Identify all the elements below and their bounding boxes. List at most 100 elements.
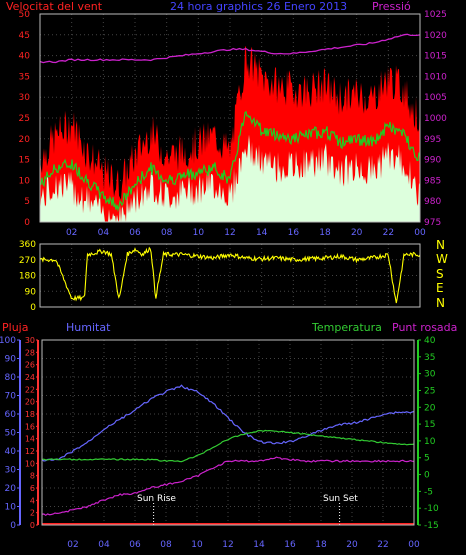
temperature-axis-tick: 5	[424, 454, 430, 464]
series-humidity-line	[41, 384, 415, 462]
rain-axis-tick: 20	[25, 398, 35, 407]
sunset-label: Sun Set	[323, 494, 358, 504]
compass-w: W	[436, 252, 448, 266]
direction-axis-tick: 360	[19, 240, 36, 250]
pressure-axis-tick: 995	[424, 135, 441, 145]
rain-axis-title: Pluja	[2, 321, 28, 334]
pressure-axis-tick: 985	[424, 176, 441, 186]
rain-axis-tick: 22	[25, 385, 35, 394]
direction-plot-frame	[39, 243, 421, 308]
top-x-tick: 04	[98, 228, 110, 238]
rain-axis-tick: 12	[25, 447, 35, 456]
humidity-axis-tick: 20	[5, 484, 17, 494]
temperature-axis-tick: 40	[424, 336, 436, 346]
bottom-x-tick: 10	[191, 540, 203, 550]
top-x-tick: 20	[351, 228, 363, 238]
rain-axis-tick: 8	[30, 472, 35, 481]
rain-axis-tick: 30	[25, 336, 35, 345]
top-x-tick: 12	[224, 228, 235, 238]
top-x-tick: 08	[161, 228, 173, 238]
bottom-plot-frame	[41, 339, 415, 526]
pressure-axis-tick: 1000	[424, 114, 447, 124]
pressure-axis-tick: 1005	[424, 93, 447, 103]
compass-labels: N W S E N	[436, 238, 448, 310]
top-x-tick: 14	[256, 228, 268, 238]
chart-title: 24 hora graphics 26 Enero 2013	[170, 0, 347, 13]
bottom-x-tick: 00	[408, 540, 420, 550]
humidity-axis-tick: 70	[5, 392, 17, 402]
wind-axis-tick: 35	[19, 72, 30, 82]
top-x-tick: 02	[66, 228, 77, 238]
humidity-axis-tick: 100	[0, 336, 16, 346]
sunrise-label: Sun Rise	[137, 494, 176, 504]
pressure-axis-tick: 1010	[424, 72, 447, 82]
rain-axis-tick: 28	[25, 348, 35, 357]
temperature-axis-tick: -10	[424, 504, 439, 514]
temperature-axis-tick: 20	[424, 403, 436, 413]
wind-axis-tick: 25	[19, 114, 30, 124]
rain-axis-tick: 2	[30, 509, 35, 518]
rain-axis-tick: 24	[25, 373, 35, 382]
bottom-x-tick: 22	[377, 540, 388, 550]
pressure-axis-tick: 1015	[424, 52, 447, 62]
top-x-tick: 00	[414, 228, 426, 238]
top-x-tick: 22	[383, 228, 394, 238]
direction-axis-tick: 0	[30, 303, 36, 313]
rain-axis-tick: 0	[30, 521, 35, 530]
bottom-x-tick: 12	[222, 540, 233, 550]
wind-speed-axis-title: Velocitat del vent	[6, 0, 103, 13]
humidity-axis-tick: 40	[5, 447, 17, 457]
temperature-axis-tick: 25	[424, 386, 435, 396]
humidity-axis-tick: 30	[5, 466, 17, 476]
pressure-axis-tick: 1025	[424, 10, 447, 20]
bottom-x-tick: 18	[315, 540, 327, 550]
compass-s: S	[436, 267, 444, 281]
bottom-x-tick: 04	[98, 540, 110, 550]
humidity-axis-tick: 80	[5, 373, 17, 383]
rain-axis-tick: 10	[25, 459, 35, 468]
rain-axis-tick: 14	[25, 435, 35, 444]
temperature-axis-tick: 10	[424, 437, 436, 447]
wind-axis-tick: 40	[19, 52, 31, 62]
pressure-axis-tick: 1020	[424, 31, 447, 41]
bottom-x-tick: 02	[67, 540, 78, 550]
top-plot-frame	[39, 13, 421, 223]
direction-axis-tick: 180	[19, 272, 36, 282]
rain-axis-tick: 18	[25, 410, 35, 419]
wind-axis-tick: 50	[19, 10, 31, 20]
pressure-axis-title: Pressió	[372, 0, 411, 13]
temperature-axis-tick: 35	[424, 353, 435, 363]
top-x-tick: 16	[288, 228, 300, 238]
wind-axis-tick: 0	[24, 218, 30, 228]
rain-axis-tick: 6	[30, 484, 35, 493]
humidity-axis-tick: 60	[5, 410, 17, 420]
direction-axis-tick: 270	[19, 256, 36, 266]
temperature-axis-tick: 15	[424, 420, 435, 430]
wind-axis-tick: 45	[19, 31, 30, 41]
wind-axis-tick: 5	[24, 197, 30, 207]
humidity-axis-title: Humitat	[66, 321, 111, 334]
series-average-line	[39, 110, 421, 213]
temperature-axis-tick: -15	[424, 521, 439, 531]
dewpoint-axis-title: Punt rosada	[392, 321, 457, 334]
temperature-humidity-chart: 0102030405060708090100024681012141618202…	[0, 336, 439, 550]
humidity-axis-tick: 0	[10, 521, 16, 531]
temperature-axis-tick: -5	[424, 487, 433, 497]
compass-n-bottom: N	[436, 296, 445, 310]
compass-n-top: N	[436, 238, 445, 252]
top-x-tick: 06	[129, 228, 141, 238]
series-direction-line	[39, 246, 421, 304]
rain-axis-tick: 26	[25, 361, 35, 370]
wind-axis-tick: 10	[19, 176, 31, 186]
bottom-x-tick: 14	[253, 540, 265, 550]
wind-direction-chart: 0 90 180 270 360	[19, 240, 421, 313]
bottom-x-tick: 16	[284, 540, 296, 550]
rain-axis-tick: 4	[30, 496, 35, 505]
rain-axis-tick: 16	[25, 422, 35, 431]
compass-e: E	[436, 281, 444, 295]
pressure-axis-tick: 975	[424, 218, 441, 228]
wind-pressure-chart: 0510152025303540455097598098599099510001…	[19, 10, 448, 238]
wind-axis-tick: 30	[19, 93, 31, 103]
pressure-axis-tick: 980	[424, 197, 441, 207]
